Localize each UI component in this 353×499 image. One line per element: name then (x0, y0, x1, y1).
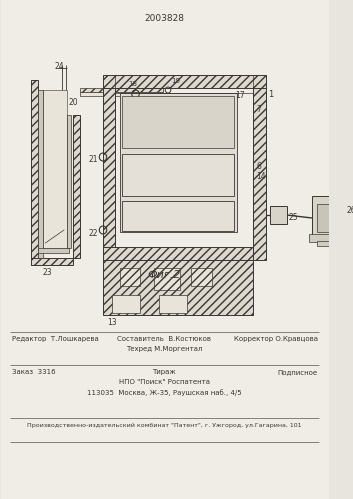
Text: 26: 26 (346, 206, 353, 215)
Text: 7: 7 (256, 105, 261, 114)
Bar (80, 88, 163, 92)
Text: 13: 13 (108, 318, 117, 327)
Text: 113035  Москва, Ж-35, Раушская наб., 4/5: 113035 Москва, Ж-35, Раушская наб., 4/5 (87, 389, 241, 396)
Text: 24: 24 (54, 62, 64, 71)
Text: 2003828: 2003828 (144, 14, 184, 23)
Text: 21: 21 (89, 156, 98, 165)
Bar (122, 154, 234, 196)
Bar (309, 234, 346, 242)
Bar (112, 295, 140, 313)
Bar (103, 260, 253, 315)
Text: Подписное: Подписное (277, 369, 317, 375)
Bar (122, 201, 234, 231)
Text: Составитель  В.Костюков: Составитель В.Костюков (117, 336, 211, 342)
Bar (120, 268, 140, 286)
Bar (73, 115, 80, 258)
Text: 22: 22 (89, 229, 98, 238)
Bar (270, 206, 287, 224)
Text: 17: 17 (235, 91, 245, 100)
Bar (154, 268, 180, 290)
Bar (312, 196, 345, 241)
Bar (38, 90, 43, 258)
Bar (80, 92, 163, 96)
Text: Техред М.Моргентал: Техред М.Моргентал (126, 346, 203, 352)
Text: Заказ  3316: Заказ 3316 (12, 369, 56, 375)
Text: 19: 19 (172, 78, 181, 84)
Bar (317, 241, 340, 246)
Bar (253, 88, 265, 260)
Text: 6: 6 (256, 162, 261, 171)
Bar (159, 295, 187, 313)
Text: Редактор  Т.Лошкарева: Редактор Т.Лошкарева (12, 336, 99, 342)
Bar (103, 75, 265, 88)
Bar (103, 247, 253, 260)
Bar (43, 90, 67, 248)
Bar (115, 75, 253, 93)
Text: Корректор О.Кравцова: Корректор О.Кравцова (233, 336, 317, 342)
Bar (38, 248, 68, 253)
Text: НПО "Поиск" Роспатента: НПО "Поиск" Роспатента (119, 379, 210, 385)
Bar (103, 88, 115, 260)
Bar (120, 93, 237, 232)
Text: 1: 1 (268, 90, 274, 99)
Bar (317, 204, 340, 232)
Bar (31, 258, 73, 265)
Text: 25: 25 (289, 214, 298, 223)
Text: 14: 14 (256, 172, 266, 181)
Bar (31, 80, 38, 265)
Bar (67, 115, 71, 248)
Text: 20: 20 (68, 98, 78, 107)
Text: 23: 23 (43, 268, 52, 277)
Bar (191, 268, 212, 286)
Text: Производственно-издательский комбинат "Патент", г. Ужгород, ул.Гагарина, 101: Производственно-издательский комбинат "П… (27, 423, 301, 428)
Bar (122, 96, 234, 148)
Text: 18: 18 (128, 81, 137, 87)
Text: Тираж: Тираж (152, 369, 176, 375)
Text: Фиг.2: Фиг.2 (148, 270, 181, 280)
